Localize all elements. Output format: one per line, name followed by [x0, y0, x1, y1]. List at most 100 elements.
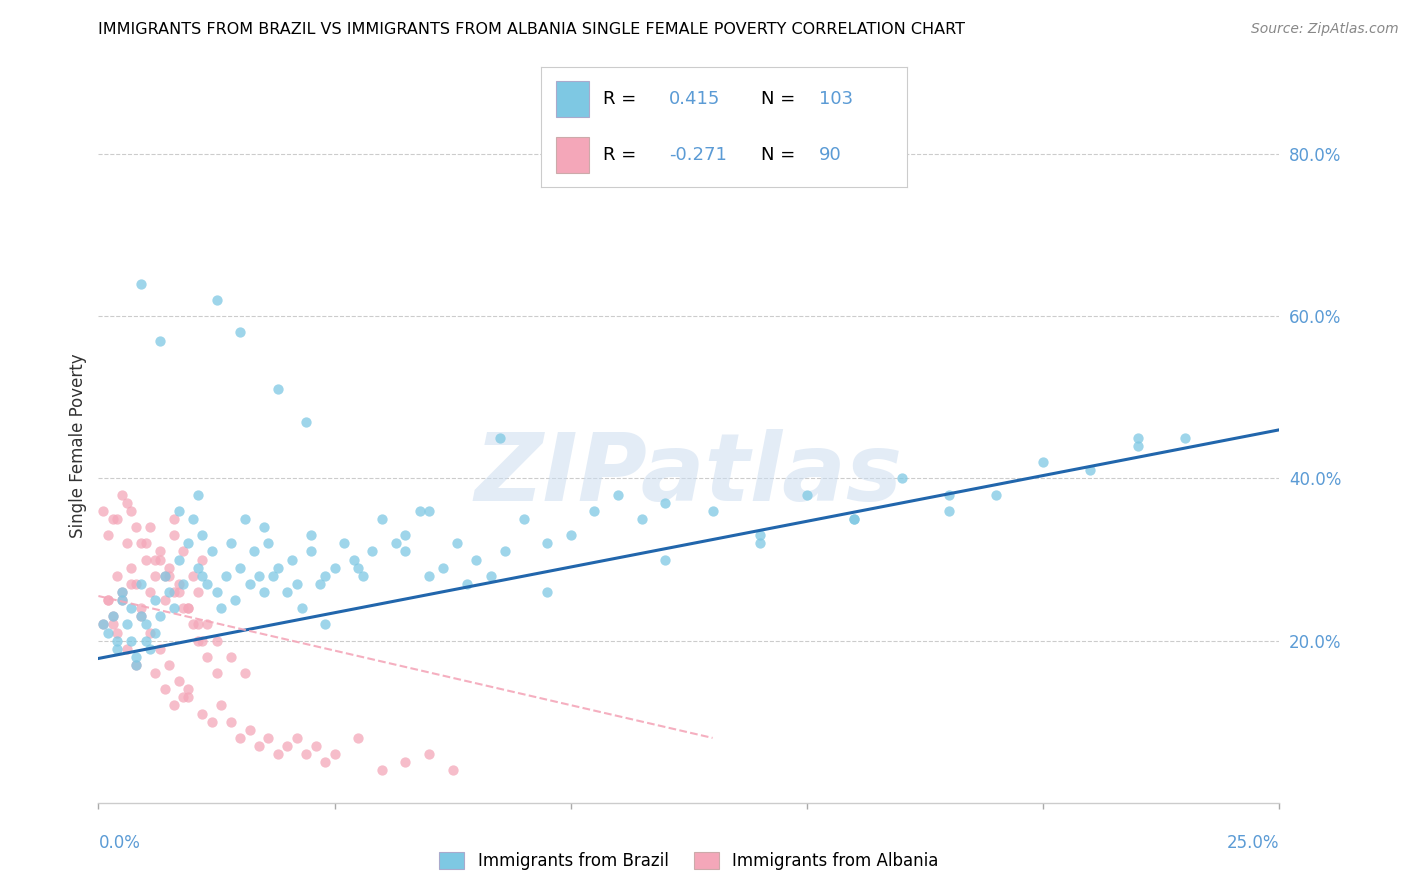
Text: 103: 103 [820, 90, 853, 109]
Point [139, 625, 162, 640]
Point [135, 633, 157, 648]
Point [129, 277, 152, 291]
Point [352, 568, 374, 582]
Point [91, 617, 114, 632]
Point [121, 504, 143, 518]
Point [177, 690, 200, 705]
Point [229, 326, 252, 340]
Point [149, 609, 172, 624]
Text: 0.0%: 0.0% [98, 834, 141, 852]
Point [167, 504, 190, 518]
Point [129, 609, 152, 624]
Point [191, 633, 214, 648]
Point [224, 593, 246, 607]
Point [111, 488, 134, 502]
Point [135, 552, 157, 566]
Text: IMMIGRANTS FROM BRAZIL VS IMMIGRANTS FROM ALBANIA SINGLE FEMALE POVERTY CORRELAT: IMMIGRANTS FROM BRAZIL VS IMMIGRANTS FRO… [98, 22, 966, 37]
Point [233, 512, 256, 526]
Point [121, 601, 143, 615]
Point [257, 731, 280, 745]
Point [267, 560, 290, 574]
Point [281, 552, 304, 566]
Point [143, 568, 166, 582]
Point [215, 568, 238, 582]
Point [129, 577, 152, 591]
Point [385, 536, 408, 550]
Point [125, 577, 148, 591]
Point [167, 577, 190, 591]
Point [91, 617, 114, 632]
Point [314, 756, 336, 770]
Point [153, 682, 176, 697]
Point [105, 568, 128, 582]
Point [205, 585, 228, 599]
Point [233, 666, 256, 681]
Point [247, 568, 270, 582]
Point [191, 528, 214, 542]
Point [129, 601, 152, 615]
Point [101, 617, 124, 632]
Point [172, 577, 194, 591]
Point [105, 633, 128, 648]
Point [347, 560, 370, 574]
Point [479, 568, 502, 582]
Point [630, 512, 652, 526]
Point [295, 415, 318, 429]
Point [267, 382, 290, 396]
Text: 0.415: 0.415 [669, 90, 721, 109]
Point [394, 528, 416, 542]
Point [149, 552, 172, 566]
Point [536, 536, 558, 550]
Point [209, 698, 232, 713]
Point [195, 617, 218, 632]
Point [187, 617, 209, 632]
Point [163, 512, 186, 526]
Point [101, 512, 124, 526]
Point [163, 698, 186, 713]
Point [295, 747, 318, 761]
Point [139, 520, 162, 534]
Point [456, 577, 478, 591]
Point [209, 601, 232, 615]
Point [187, 633, 209, 648]
Point [177, 682, 200, 697]
Legend: Immigrants from Brazil, Immigrants from Albania: Immigrants from Brazil, Immigrants from … [433, 845, 945, 877]
Point [305, 739, 328, 753]
Point [143, 552, 166, 566]
Point [494, 544, 516, 558]
Point [157, 568, 180, 582]
Y-axis label: Single Female Poverty: Single Female Poverty [69, 354, 87, 538]
Point [560, 528, 582, 542]
Point [191, 552, 214, 566]
Point [394, 544, 416, 558]
Point [105, 641, 128, 656]
Point [1080, 463, 1102, 477]
Point [654, 496, 676, 510]
Point [121, 633, 143, 648]
Point [153, 568, 176, 582]
Point [139, 585, 162, 599]
Point [1032, 455, 1054, 469]
Point [157, 585, 180, 599]
Point [191, 706, 214, 721]
Point [149, 544, 172, 558]
Point [115, 496, 138, 510]
Point [153, 593, 176, 607]
Point [177, 601, 200, 615]
Point [149, 641, 172, 656]
Point [97, 593, 120, 607]
Point [465, 552, 488, 566]
Text: 25.0%: 25.0% [1227, 834, 1279, 852]
Point [105, 625, 128, 640]
Point [299, 544, 322, 558]
Point [219, 649, 242, 664]
Point [394, 756, 416, 770]
Point [323, 560, 346, 574]
Point [105, 512, 128, 526]
Point [347, 731, 370, 745]
Point [361, 544, 384, 558]
Point [938, 488, 960, 502]
Point [125, 520, 148, 534]
Point [129, 609, 152, 624]
Text: R =: R = [603, 90, 637, 109]
